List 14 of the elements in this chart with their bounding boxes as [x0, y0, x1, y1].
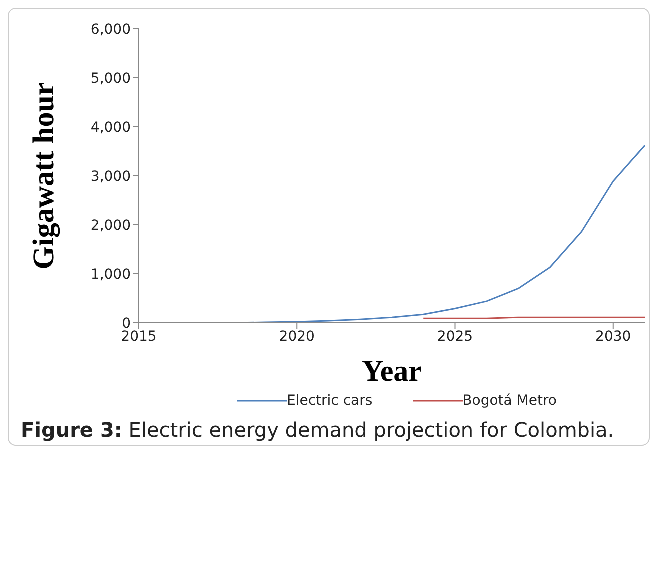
legend-label: Bogotá Metro	[462, 393, 557, 409]
y-tick-label: 1,000	[90, 266, 131, 283]
y-tick-label: 6,000	[90, 22, 131, 38]
y-tick-label: 2,000	[90, 218, 131, 234]
x-tick-label: 2030	[596, 328, 632, 345]
y-tick-label: 3,000	[90, 168, 131, 185]
x-tick-label: 2020	[279, 328, 315, 345]
y-tick-label: 5,000	[90, 70, 131, 87]
x-axis-title: Year	[362, 355, 422, 388]
caption: Figure 3: Electric energy demand projection for Colombia.	[20, 417, 616, 444]
x-tick-label: 2025	[437, 328, 474, 345]
legend-label: Electric cars	[287, 393, 373, 409]
y-axis-title: Gigawatt hour	[28, 82, 61, 270]
y-tick-label: 4,000	[90, 120, 131, 136]
